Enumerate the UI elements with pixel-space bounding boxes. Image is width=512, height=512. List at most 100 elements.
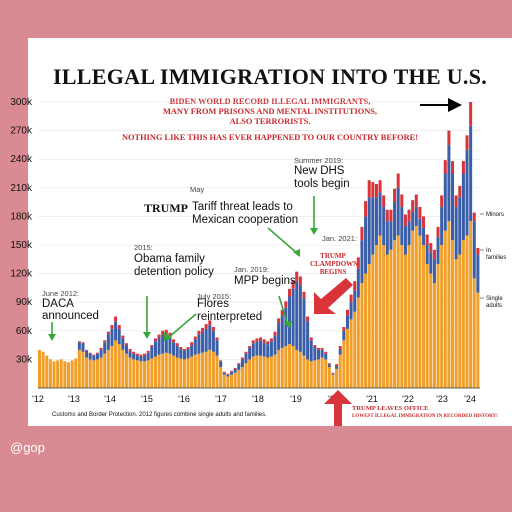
bar-single-adults [389, 249, 393, 388]
bar-in-families [164, 333, 168, 353]
bar-in-families [374, 197, 378, 245]
annotation-mpp: MPP begins [234, 275, 296, 287]
grid-lines [38, 101, 480, 360]
bar-in-families [461, 173, 465, 241]
annotation-tariff: Tariff threat leads to Mexican cooperati… [192, 201, 299, 226]
bar-in-families [226, 374, 230, 377]
bar-in-families [465, 149, 469, 236]
bar-in-families [121, 338, 125, 350]
bar-single-adults [349, 319, 353, 388]
bar-single-adults [302, 355, 306, 388]
bar-single-adults [197, 353, 201, 388]
bar-minors [77, 341, 81, 343]
y-tick-label: 180k [10, 211, 33, 222]
bar-in-families [135, 355, 139, 361]
bar-minors [110, 325, 114, 329]
bar-in-families [422, 227, 426, 245]
bar-minors [266, 341, 270, 345]
bar-single-adults [385, 254, 389, 388]
bar-in-families [132, 353, 136, 360]
bar-single-adults [266, 357, 270, 388]
bar-single-adults [186, 358, 190, 388]
bar-minors [88, 352, 92, 354]
y-tick-label: 300k [10, 97, 33, 108]
bar-in-families [298, 285, 302, 352]
y-tick-label: 270k [10, 126, 33, 137]
bar-in-families [335, 366, 339, 369]
x-tick-label: '15 [141, 394, 153, 404]
bar-minors [244, 351, 248, 354]
bar-minors [85, 349, 89, 351]
bar-minors [143, 353, 147, 356]
bar-minors [349, 294, 353, 303]
bar-in-families [425, 245, 429, 265]
bar-single-adults [59, 359, 63, 388]
bar-in-families [273, 335, 277, 355]
bar-single-adults [124, 353, 128, 388]
bar-minors [396, 173, 400, 188]
bar-minors [175, 343, 179, 347]
bar-in-families [469, 125, 473, 222]
bar-in-families [233, 368, 237, 373]
bar-in-families [240, 359, 244, 368]
bar-single-adults [157, 354, 161, 388]
bar-single-adults [150, 358, 154, 388]
bar-in-families [201, 331, 205, 353]
x-tick-label: '18 [252, 394, 264, 404]
bar-in-families [197, 334, 201, 354]
bar-in-families [367, 197, 371, 265]
subtitle-line-2: MANY FROM PRISONS AND MENTAL INSTITUTION… [162, 107, 378, 116]
bar-in-families [248, 347, 252, 360]
bar-single-adults [324, 359, 328, 388]
bar-in-families [393, 202, 397, 241]
x-tick-label: '17 [215, 394, 227, 404]
y-tick-label: 120k [10, 269, 33, 280]
bar-minors [190, 342, 194, 346]
bar-in-families [371, 197, 375, 255]
bar-single-adults [425, 264, 429, 388]
bar-in-families [407, 221, 411, 245]
bar-in-families [356, 268, 360, 298]
annotation-may: May [190, 185, 205, 194]
bar-single-adults [291, 346, 295, 388]
bar-in-families [208, 325, 212, 350]
bar-single-adults [458, 254, 462, 388]
bar-in-families [222, 372, 226, 375]
bar-in-families [117, 328, 121, 345]
bar-minors [345, 309, 349, 316]
bar-minors [403, 214, 407, 226]
bar-single-adults [414, 225, 418, 388]
bar-minors [150, 345, 154, 348]
bar-single-adults [364, 273, 368, 388]
bar-single-adults [378, 235, 382, 388]
bar-single-adults [429, 273, 433, 388]
bar-in-families [211, 330, 215, 352]
bar-minors [233, 367, 237, 369]
x-tick-label: '19 [290, 394, 302, 404]
bar-single-adults [316, 359, 320, 388]
green-arrowhead-mpp-icon [284, 321, 292, 329]
bar-minors [342, 326, 346, 331]
annotation-mpp-date: Jan. 2019: [234, 265, 270, 274]
bar-minors [476, 247, 480, 255]
bar-single-adults [132, 359, 136, 388]
bar-single-adults [447, 221, 451, 388]
bar-single-adults [182, 359, 186, 388]
bar-single-adults [85, 357, 89, 388]
bar-in-families [287, 296, 292, 345]
bar-single-adults [461, 240, 465, 388]
bar-in-families [327, 364, 331, 368]
bar-in-families [454, 206, 458, 260]
bar-in-families [360, 240, 364, 284]
bar-single-adults [99, 357, 103, 388]
bar-single-adults [476, 292, 480, 388]
bar-minors [331, 372, 335, 374]
bar-in-families [182, 350, 186, 360]
bar-single-adults [172, 355, 176, 388]
bar-minors [248, 346, 252, 348]
green-arrowhead-flores-icon [164, 332, 172, 341]
bar-in-families [266, 344, 270, 358]
bar-single-adults [161, 353, 165, 388]
bar-in-families [400, 206, 404, 245]
bar-minors [458, 185, 462, 198]
